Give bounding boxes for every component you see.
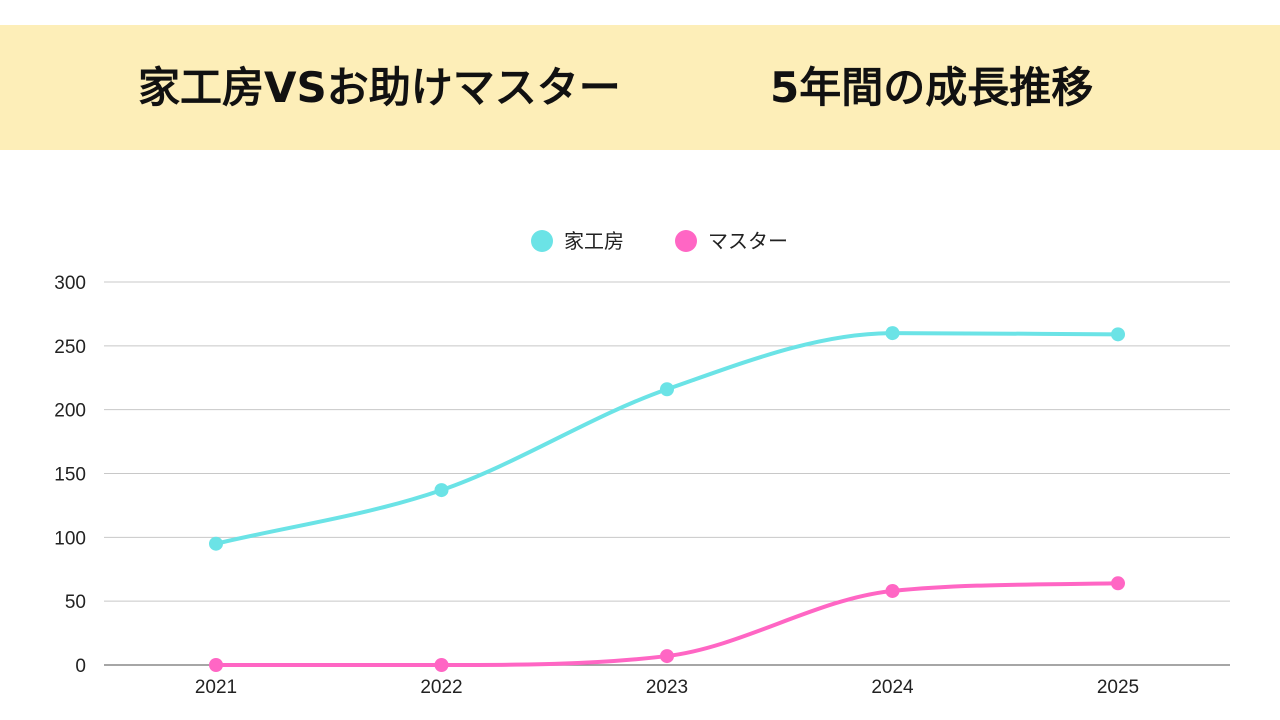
x-tick-label: 2022	[420, 677, 462, 698]
data-point	[434, 658, 449, 672]
series-points	[209, 326, 1125, 672]
legend: 家工房 マスター	[531, 230, 788, 253]
page-title: 家工房VSお助けマスター	[138, 63, 621, 112]
legend-label: マスター	[708, 230, 788, 253]
data-point	[885, 326, 900, 341]
y-tick-label: 300	[54, 273, 86, 294]
y-tick-label: 0	[75, 656, 86, 677]
y-tick-label: 150	[54, 465, 86, 486]
x-axis-ticks: 2021 2022 2023 2024 2025	[195, 677, 1139, 698]
y-tick-label: 100	[54, 528, 86, 549]
y-tick-label: 50	[65, 592, 86, 613]
data-point	[434, 483, 449, 498]
y-tick-label: 250	[54, 337, 86, 358]
data-point	[660, 382, 674, 397]
y-tick-label: 200	[54, 401, 86, 422]
data-point	[1111, 327, 1125, 342]
legend-marker	[675, 230, 697, 252]
x-tick-label: 2024	[871, 677, 914, 698]
x-tick-label: 2023	[646, 677, 688, 698]
page-subtitle: 5年間の成長推移	[770, 63, 1094, 112]
x-tick-label: 2025	[1097, 677, 1139, 698]
data-point	[660, 649, 674, 664]
y-axis-ticks: 0 50 100 150 200 250 300	[54, 273, 86, 677]
series-line-1	[214, 331, 1120, 546]
data-point	[209, 658, 223, 672]
legend-marker	[531, 230, 553, 252]
data-point	[1111, 576, 1125, 591]
title-banner	[0, 25, 1280, 150]
legend-label: 家工房	[564, 230, 624, 253]
gridlines	[104, 281, 1230, 666]
data-point	[209, 536, 223, 551]
x-tick-label: 2021	[195, 677, 237, 698]
data-point	[885, 583, 900, 598]
